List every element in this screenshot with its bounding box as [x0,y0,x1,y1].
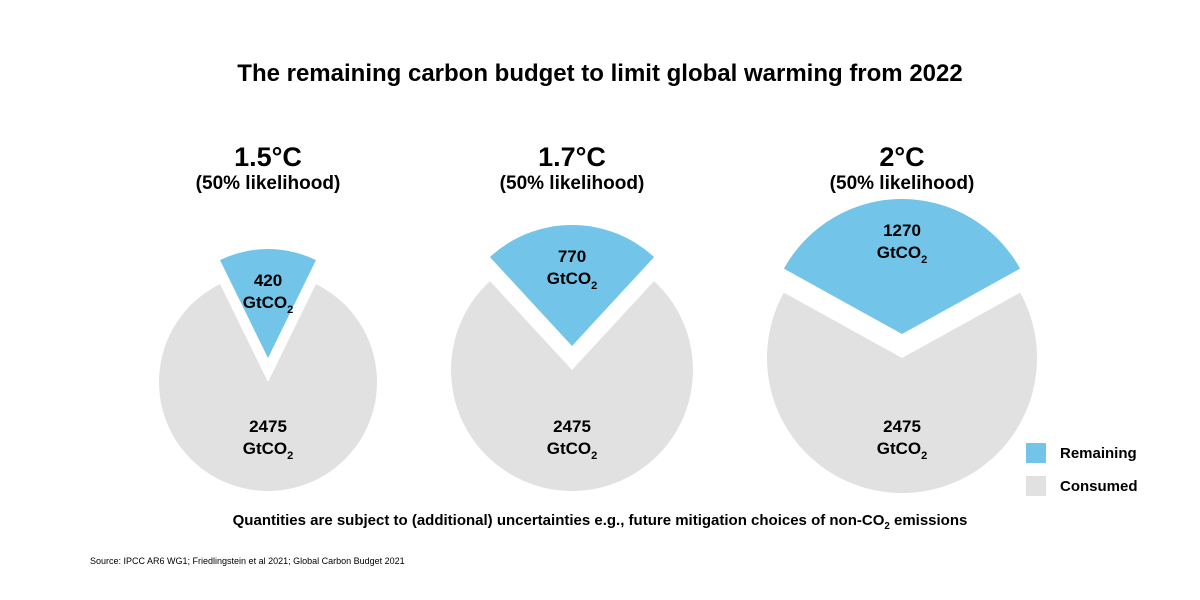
footnote: Quantities are subject to (additional) u… [0,512,1200,532]
legend-label: Remaining [1060,444,1137,462]
slice-consumed [766,292,1037,494]
pie-subtitle: (50% likelihood) [499,173,645,194]
slice-consumed [158,284,377,491]
source: Source: IPCC AR6 WG1; Friedlingstein et … [90,556,405,566]
legend-swatch-consumed [1026,476,1046,496]
label-consumed: 2475 GtCO2 [243,417,294,462]
chart-title: The remaining carbon budget to limit glo… [237,60,963,87]
pie-title-text: 1.7°C [538,142,606,172]
label-consumed: 2475 GtCO2 [547,417,598,462]
legend-label: Consumed [1060,477,1138,495]
footnote-text: Quantities are subject to (additional) u… [232,512,885,529]
pie-title-text: 1.5°C [234,142,302,172]
pie-title-1: 1.5°C (50% likelihood) [148,142,388,196]
pie-title-2: 1.7°C (50% likelihood) [452,142,692,196]
pie-subtitle: (50% likelihood) [829,173,975,194]
label-remaining: 1270 GtCO2 [877,221,928,266]
footnote-end: emissions [889,512,968,529]
footnote-sub: 2 [884,521,890,532]
legend-swatch-remaining [1026,443,1046,463]
legend-consumed: Consumed [1026,476,1138,496]
pie-subtitle: (50% likelihood) [195,173,341,194]
slice-remaining [489,224,655,346]
label-remaining: 770 GtCO2 [547,247,598,292]
label-remaining: 420 GtCO2 [243,271,294,316]
pie-title-3: 2°C (50% likelihood) [782,142,1022,196]
legend-remaining: Remaining [1026,443,1137,463]
slice-remaining [783,199,1021,334]
slice-consumed [450,281,693,491]
label-consumed: 2475 GtCO2 [877,417,928,462]
pie-title-text: 2°C [879,142,925,172]
slice-remaining [220,249,316,358]
